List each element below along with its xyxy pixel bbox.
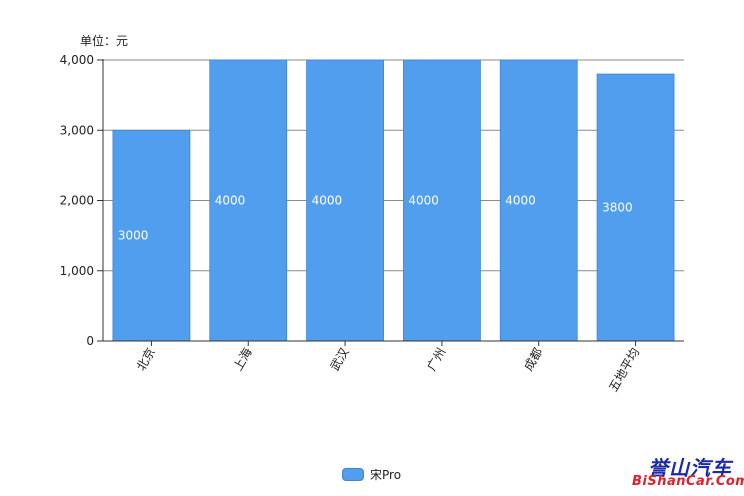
x-tick-label: 五地平均	[606, 346, 642, 395]
x-tick-label: 北京	[134, 346, 158, 374]
y-tick-label: 1,000	[60, 264, 94, 278]
x-tick-label: 成都	[521, 346, 545, 374]
y-tick-label: 0	[86, 334, 94, 348]
unit-label: 单位：元	[80, 34, 129, 48]
bar[interactable]	[306, 59, 384, 342]
x-axis-ticks: 北京 上海 武汉 广州 成都 五地平均	[134, 341, 642, 394]
bar[interactable]	[209, 59, 288, 342]
watermark-bottom-text: BiShanCar.Com	[632, 474, 744, 489]
x-tick-label: 上海	[230, 345, 255, 373]
bar[interactable]	[596, 73, 675, 342]
legend[interactable]: 宋Pro	[342, 466, 401, 483]
legend-label: 宋Pro	[370, 468, 402, 482]
watermark-top-text: 誉山汽车	[648, 456, 732, 480]
grid-lines	[103, 59, 684, 272]
y-tick-label: 4,000	[60, 53, 94, 67]
data-label: 4000	[505, 194, 536, 208]
y-tick-label: 3,000	[60, 123, 94, 137]
legend-swatch	[342, 468, 364, 481]
y-tick-label: 2,000	[60, 194, 94, 208]
data-label: 3000	[118, 229, 149, 243]
data-label: 4000	[215, 194, 246, 208]
data-label: 3800	[602, 201, 633, 215]
data-label: 4000	[312, 194, 343, 208]
bar[interactable]	[499, 59, 578, 342]
bar[interactable]	[112, 129, 191, 342]
data-labels: 3000 4000 4000 4000 4000 3800	[118, 194, 633, 243]
x-tick-label: 武汉	[328, 346, 352, 374]
axes	[102, 59, 684, 342]
x-tick-label: 广州	[424, 346, 448, 374]
y-axis-ticks: 0 1,000 2,000 3,000 4,000	[60, 53, 103, 348]
data-label: 4000	[408, 194, 439, 208]
watermark-logo: 誉山汽车 BiShanCar.Com	[630, 450, 744, 494]
